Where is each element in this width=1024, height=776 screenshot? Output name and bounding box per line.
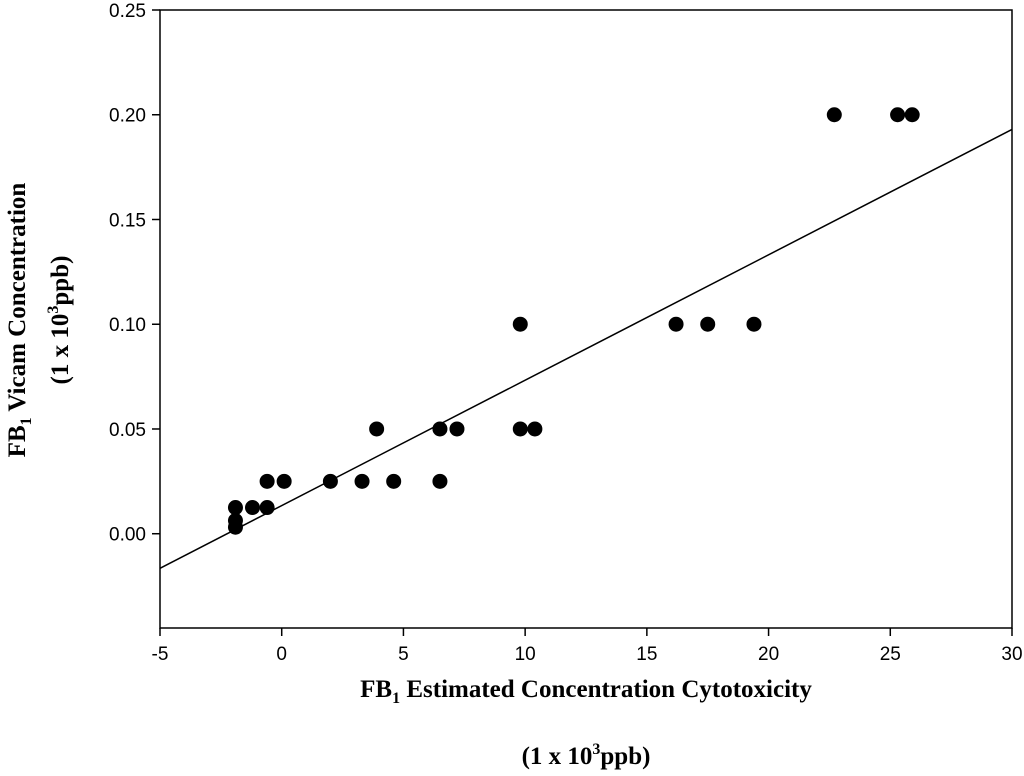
y-tick-label: 0.10 xyxy=(109,315,146,336)
x-tick-label: 30 xyxy=(1001,644,1022,665)
data-point xyxy=(432,473,448,489)
y-axis: 0.00 0.05 0.10 0.15 0.20 0.25 xyxy=(109,1,160,546)
data-point xyxy=(259,473,275,489)
data-point xyxy=(890,107,906,123)
y-tick-label: 0.15 xyxy=(109,210,146,231)
regression-line xyxy=(159,128,1013,569)
data-point xyxy=(527,421,543,437)
plot-frame xyxy=(159,9,1013,629)
x-axis-title-line1: FB1 Estimated Concentration Cytotoxicity xyxy=(360,676,812,707)
data-point xyxy=(449,421,465,437)
x-tick-label: -5 xyxy=(152,644,169,665)
x-tick-label: 20 xyxy=(758,644,779,665)
y-tick-label: 0.05 xyxy=(109,420,146,441)
y-tick-label: 0.20 xyxy=(109,106,146,127)
x-axis-title-line2: (1 x 103ppb) xyxy=(522,741,651,770)
data-point xyxy=(512,316,528,332)
x-tick-label: 10 xyxy=(515,644,536,665)
data-point xyxy=(259,500,275,516)
y-axis-title-line2: (1 x 103ppb) xyxy=(45,256,74,385)
data-point xyxy=(746,316,762,332)
data-point xyxy=(668,316,684,332)
data-point xyxy=(386,473,402,489)
x-tick-label: 25 xyxy=(880,644,901,665)
data-point xyxy=(322,473,338,489)
y-tick-label: 0.25 xyxy=(109,1,146,22)
data-point xyxy=(512,421,528,437)
data-point xyxy=(826,107,842,123)
y-tick-label: 0.00 xyxy=(109,525,146,546)
data-point xyxy=(227,519,243,535)
data-point xyxy=(904,107,920,123)
data-point xyxy=(432,421,448,437)
x-axis: -5 0 5 10 15 20 25 30 xyxy=(152,628,1023,665)
x-tick-label: 5 xyxy=(398,644,409,665)
x-tick-label: 0 xyxy=(276,644,287,665)
data-point xyxy=(369,421,385,437)
data-point xyxy=(227,500,243,516)
data-point xyxy=(276,473,292,489)
y-axis-title-line1: FB1 Vicam Concentration xyxy=(4,183,35,458)
data-point xyxy=(354,473,370,489)
data-points xyxy=(227,107,920,535)
data-point xyxy=(700,316,716,332)
data-point xyxy=(245,500,261,516)
x-tick-label: 15 xyxy=(636,644,657,665)
